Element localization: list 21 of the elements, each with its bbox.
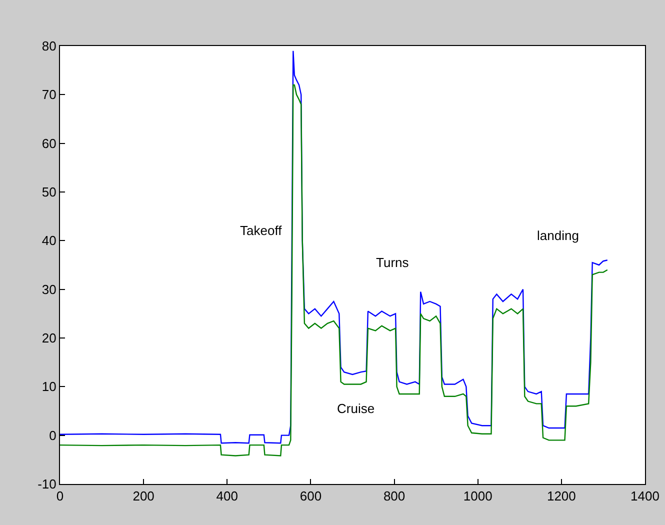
y-tick-label: 10 bbox=[42, 379, 56, 394]
x-tick-label: 1000 bbox=[463, 488, 492, 504]
x-tick-label: 400 bbox=[216, 488, 238, 504]
y-tick-label: 0 bbox=[49, 428, 56, 443]
annotation: landing bbox=[537, 228, 579, 243]
x-tick-label: 1200 bbox=[546, 488, 576, 504]
annotation: Takeoff bbox=[240, 223, 282, 238]
x-tick-label: 1400 bbox=[630, 488, 660, 504]
y-tick-label: 60 bbox=[42, 136, 56, 151]
y-tick-label: 50 bbox=[42, 184, 56, 200]
y-tick-label: 70 bbox=[42, 87, 56, 102]
y-tick-label: 40 bbox=[42, 233, 56, 248]
annotation: Turns bbox=[376, 255, 410, 270]
y-tick-label: 20 bbox=[42, 330, 56, 346]
y-tick-label: 30 bbox=[42, 282, 56, 297]
annotation: Cruise bbox=[337, 401, 375, 416]
x-tick-label: 800 bbox=[383, 488, 406, 504]
x-tick-label: 600 bbox=[300, 488, 322, 504]
x-tick-label: 200 bbox=[132, 488, 154, 504]
y-tick-label: 80 bbox=[42, 38, 56, 54]
y-tick-label: -10 bbox=[38, 476, 56, 492]
